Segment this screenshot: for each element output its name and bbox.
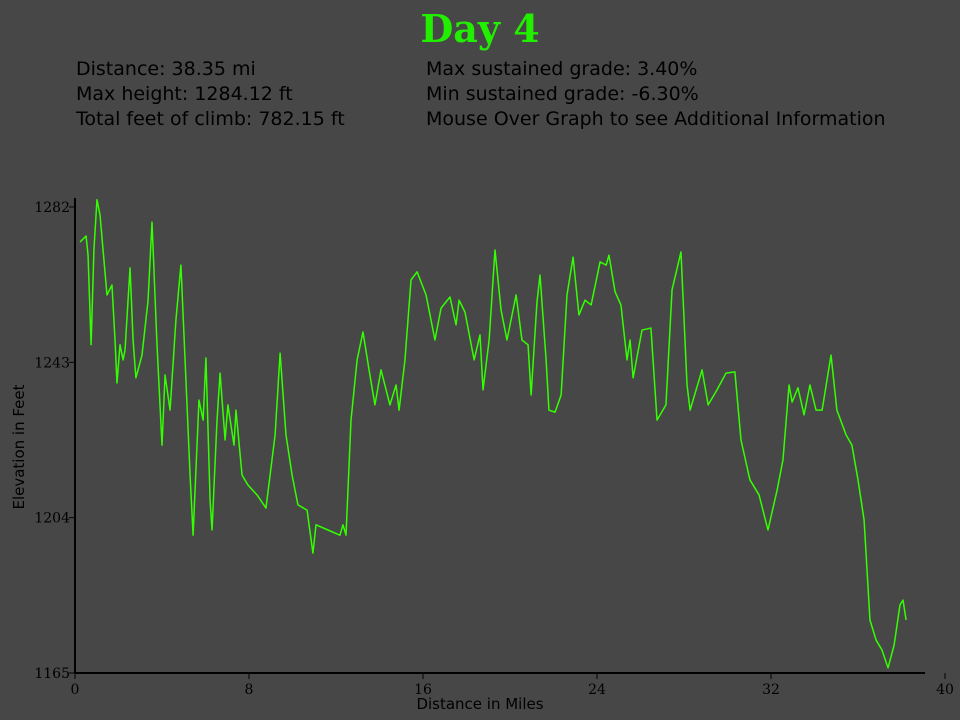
stat-text: Total feet of climb: 782.15 ft — [75, 108, 345, 130]
x-tick-label: 8 — [245, 682, 254, 698]
x-tick-label: 32 — [762, 682, 780, 698]
x-tick-label: 24 — [588, 682, 606, 698]
y-axis-label: Elevation in Feet — [10, 384, 28, 509]
x-tick-label: 16 — [414, 682, 432, 698]
stat-text: Min sustained grade: -6.30% — [426, 83, 699, 105]
x-axis-label: Distance in Miles — [416, 695, 543, 713]
stat-text: Distance: 38.35 mi — [76, 58, 256, 80]
y-tick-label: 1204 — [34, 511, 70, 527]
stat-text: Max sustained grade: 3.40% — [426, 58, 697, 80]
x-tick-label: 0 — [71, 682, 80, 698]
y-tick-label: 1243 — [34, 355, 70, 371]
y-tick-label: 1282 — [34, 200, 70, 216]
elevation-line — [79, 199, 907, 669]
x-tick-label: 40 — [936, 682, 954, 698]
stat-text: Max height: 1284.12 ft — [76, 83, 293, 105]
chart-title: Day 4 — [420, 6, 539, 51]
stat-text: Mouse Over Graph to see Additional Infor… — [426, 108, 886, 130]
y-tick-label: 1165 — [34, 666, 70, 682]
